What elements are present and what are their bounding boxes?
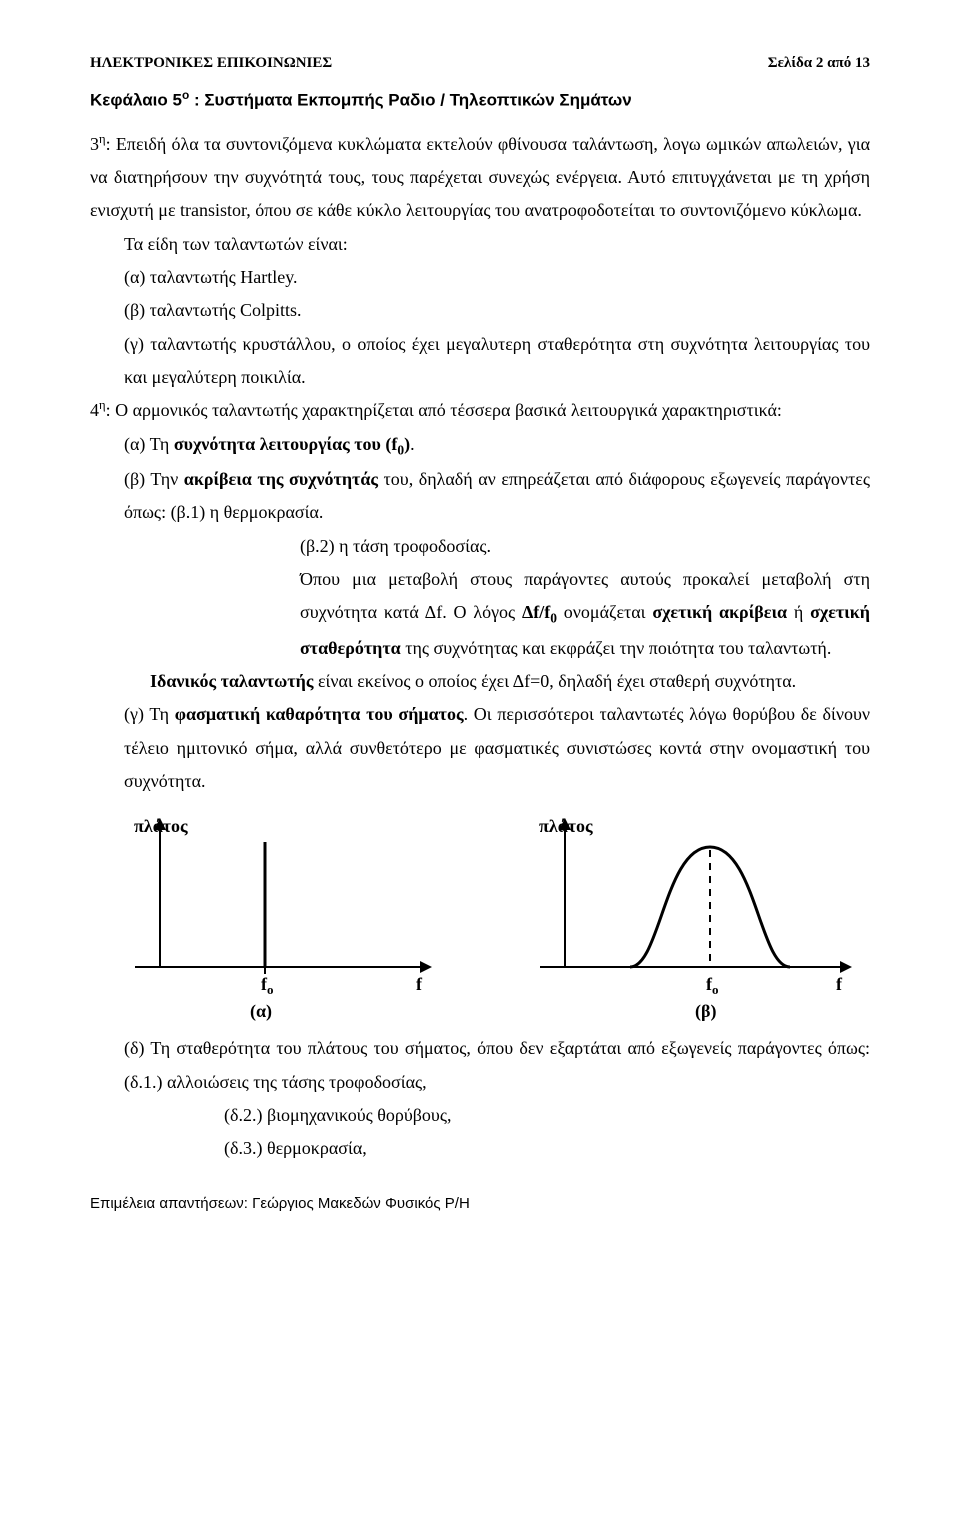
p4-ideal: Ιδανικός ταλαντωτής είναι εκείνος ο οποί… bbox=[90, 665, 870, 698]
p4-d2: (δ.2.) βιομηχανικούς θορύβους, bbox=[90, 1099, 870, 1132]
header-left: ΗΛΕΚΤΡΟΝΙΚΕΣ ΕΠΙΚΟΙΝΩΝΙΕΣ bbox=[90, 50, 332, 78]
p4-c-bold: φασματική καθαρότητα του σήματος bbox=[175, 704, 464, 724]
page: ΗΛΕΚΤΡΟΝΙΚΕΣ ΕΠΙΚΟΙΝΩΝΙΕΣ Σελίδα 2 από 1… bbox=[0, 0, 960, 1540]
figures-row: πλάτος fo f (α) πλάτος fo bbox=[90, 812, 870, 1022]
figure-b: πλάτος fo f (β) bbox=[510, 812, 870, 1022]
p4-b-or: ή bbox=[787, 602, 810, 622]
fig-a-f: f bbox=[416, 974, 423, 994]
p3: 3η: Επειδή όλα τα συντονιζόμενα κυκλώματ… bbox=[90, 128, 870, 228]
p4-b-term1: σχετική ακρίβεια bbox=[652, 602, 787, 622]
p4-b-ratio: Δf/f0 bbox=[522, 602, 557, 622]
p4-a-bold: συχνότητα λειτουργίας του (f0) bbox=[174, 434, 410, 454]
footer-credit: Επιμέλεια απαντήσεων: Γεώργιος Μακεδών Φ… bbox=[90, 1190, 870, 1218]
p3-types: Τα είδη των ταλαντωτών είναι: bbox=[90, 228, 870, 261]
p4-b-named: ονομάζεται bbox=[557, 602, 652, 622]
p3-c: (γ) ταλαντωτής κρυστάλλου, ο οποίος έχει… bbox=[90, 328, 870, 395]
p4-d3: (δ.3.) θερμοκρασία, bbox=[90, 1132, 870, 1165]
fig-b-tag: (β) bbox=[695, 1001, 716, 1022]
p4-intro-text: : Ο αρμονικός ταλαντωτής χαρακτηρίζεται … bbox=[106, 400, 782, 420]
p4-b-where: Όπου μια μεταβολή στους παράγοντες αυτού… bbox=[90, 563, 870, 665]
p4-b-tail: της συχνότητας και εκφράζει την ποιότητα… bbox=[401, 638, 832, 658]
fig-b-f: f bbox=[836, 974, 843, 994]
p4-b-bold: ακρίβεια της συχνότητάς bbox=[184, 469, 378, 489]
figure-a: πλάτος fo f (α) bbox=[90, 812, 450, 1022]
running-header: ΗΛΕΚΤΡΟΝΙΚΕΣ ΕΠΙΚΟΙΝΩΝΙΕΣ Σελίδα 2 από 1… bbox=[90, 50, 870, 78]
p4-b: (β) Την ακρίβεια της συχνότητάς του, δηλ… bbox=[90, 463, 870, 530]
fig-a-tag: (α) bbox=[250, 1001, 272, 1022]
p4-c-pre: (γ) Τη bbox=[124, 704, 175, 724]
p4-ideal-b: Ιδανικός ταλαντωτής bbox=[150, 671, 313, 691]
chapter-title: Κεφάλαιο 5ο : Συστήματα Εκπομπής Ραδιο /… bbox=[90, 84, 870, 116]
fig-b-fo: fo bbox=[706, 974, 719, 997]
p4-b2: (β.2) η τάση τροφοδοσίας. bbox=[90, 530, 870, 563]
p3-body: : Επειδή όλα τα συντονιζόμενα κυκλώματα … bbox=[90, 134, 870, 221]
header-right: Σελίδα 2 από 13 bbox=[768, 50, 870, 78]
p3-b: (β) ταλαντωτής Colpitts. bbox=[90, 294, 870, 327]
p4-a: (α) Τη συχνότητα λειτουργίας του (f0). bbox=[90, 428, 870, 464]
p4-ideal-t: είναι εκείνος ο οποίος έχει Δf=0, δηλαδή… bbox=[313, 671, 796, 691]
p4-a-post: . bbox=[410, 434, 415, 454]
fig-b-ylabel: πλάτος bbox=[539, 816, 593, 836]
p4-c: (γ) Τη φασματική καθαρότητα του σήματος.… bbox=[90, 698, 870, 798]
p4-a-pre: (α) Τη bbox=[124, 434, 174, 454]
p4-intro: 4η: Ο αρμονικός ταλαντωτής χαρακτηρίζετα… bbox=[90, 394, 870, 427]
p3-a: (α) ταλαντωτής Hartley. bbox=[90, 261, 870, 294]
p4-d: (δ) Τη σταθερότητα του πλάτους του σήματ… bbox=[90, 1032, 870, 1099]
fig-a-ylabel: πλάτος bbox=[134, 816, 188, 836]
fig-a-fo: fo bbox=[261, 974, 274, 997]
p4-b-pre: (β) Την bbox=[124, 469, 184, 489]
